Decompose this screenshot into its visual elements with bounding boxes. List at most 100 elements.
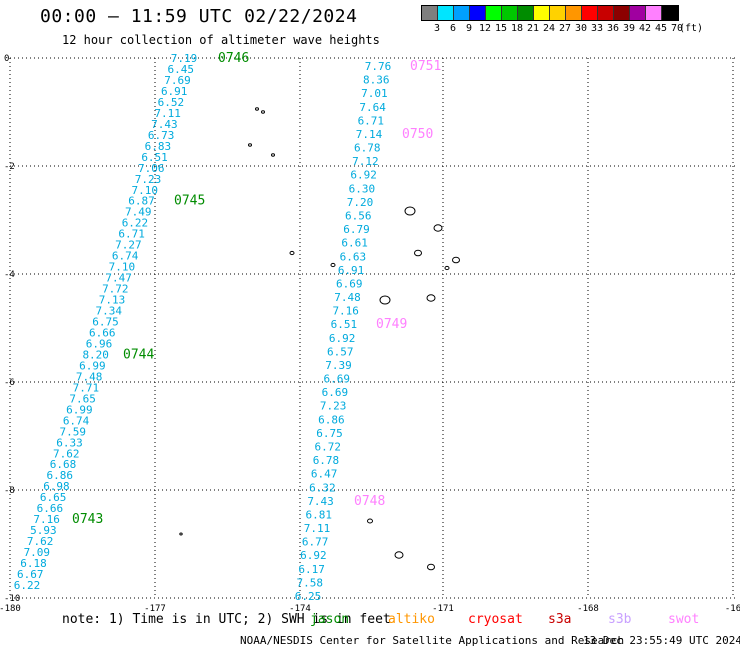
wave-height-value: 6.71 <box>358 114 385 127</box>
wave-height-value: 6.73 <box>148 129 175 142</box>
wave-height-value: 6.22 <box>14 579 41 592</box>
longitude-label: -16 <box>725 604 740 614</box>
wave-height-value: 7.76 <box>365 60 392 73</box>
island-outline <box>255 107 259 111</box>
legend-label: 3 <box>433 23 441 34</box>
map-title: 00:00 — 11:59 UTC 02/22/2024 <box>40 6 358 27</box>
wave-height-value: 5.93 <box>30 524 57 537</box>
legend-swatch <box>550 6 566 20</box>
longitude-label: -174 <box>289 604 311 614</box>
grid <box>9 57 738 599</box>
wave-height-value: 6.47 <box>311 468 338 481</box>
wave-height-value: 6.72 <box>314 441 341 454</box>
legend-label: 42 <box>638 23 652 34</box>
wave-height-value: 6.75 <box>316 427 343 440</box>
wave-height-value: 7.58 <box>297 576 324 589</box>
latitude-label: -2 <box>4 162 15 172</box>
wave-height-value: 6.96 <box>86 337 113 350</box>
wave-height-value: 6.74 <box>112 250 139 263</box>
wave-height-value: 6.91 <box>338 264 365 277</box>
wave-height-value: 7.39 <box>325 359 352 372</box>
wave-height-value: 7.14 <box>356 128 383 141</box>
wave-height-value: 6.78 <box>313 454 340 467</box>
island-outline <box>404 206 416 216</box>
wave-height-value: 7.16 <box>332 305 359 318</box>
wave-height-value: 6.25 <box>295 590 322 603</box>
legend-swatch <box>470 6 486 20</box>
wave-height-value: 7.12 <box>352 155 379 168</box>
legend-swatch <box>534 6 550 20</box>
wave-height-value: 7.23 <box>135 173 162 186</box>
legend-label: 27 <box>558 23 572 34</box>
legend-swatch <box>582 6 598 20</box>
wave-height-value: 7.16 <box>33 513 60 526</box>
wave-height-value: 8.20 <box>82 348 109 361</box>
wave-height-value: 7.20 <box>347 196 374 209</box>
wave-height-value: 6.92 <box>300 549 327 562</box>
legend-units: (ft) <box>678 23 704 34</box>
legend-swatch <box>566 6 582 20</box>
wave-height-value: 6.57 <box>327 345 354 358</box>
legend-label: 39 <box>622 23 636 34</box>
mission-jason: jason <box>310 612 350 627</box>
wave-height-value: 6.69 <box>323 373 350 386</box>
wave-height-value: 7.43 <box>307 495 334 508</box>
wave-height-value: 7.65 <box>69 392 96 405</box>
wave-height-value: 7.49 <box>125 206 152 219</box>
wave-height-value: 7.13 <box>99 294 126 307</box>
legend-label: 18 <box>510 23 524 34</box>
wave-height-value: 6.66 <box>89 326 116 339</box>
legend-label: 21 <box>526 23 540 34</box>
island-outline <box>414 249 422 257</box>
wave-height-value: 6.74 <box>63 414 90 427</box>
wave-height-value: 7.01 <box>361 87 388 100</box>
wave-height-value: 6.69 <box>336 277 363 290</box>
wave-height-value: 6.69 <box>322 386 349 399</box>
latitude-label: -8 <box>4 486 15 496</box>
wave-height-value: 7.43 <box>151 118 178 131</box>
mission-cryosat: cryosat <box>468 612 523 627</box>
credit-text: NOAA/NESDIS Center for Satellite Applica… <box>240 634 625 647</box>
wave-height-value: 7.62 <box>53 447 80 460</box>
wave-height-value: 7.10 <box>132 184 159 197</box>
pass-time-label: 0745 <box>174 194 205 209</box>
legend-swatch <box>486 6 502 20</box>
longitude-label: -171 <box>432 604 454 614</box>
wave-height-value: 6.79 <box>343 223 370 236</box>
legend-label: 15 <box>494 23 508 34</box>
wave-height-value: 7.47 <box>105 272 132 285</box>
longitude-label: -168 <box>577 604 599 614</box>
wave-height-value: 6.63 <box>340 250 367 263</box>
wave-height-value: 7.59 <box>60 425 87 438</box>
wave-height-value: 6.61 <box>341 237 368 250</box>
wave-height-value: 6.83 <box>145 140 172 153</box>
island-outline <box>426 294 436 302</box>
wave-height-value: 6.71 <box>118 228 145 241</box>
legend-swatch <box>614 6 630 20</box>
wave-height-value: 6.92 <box>350 169 377 182</box>
legend-swatch <box>662 6 678 20</box>
islands <box>179 107 460 571</box>
pass-time-label: 0746 <box>218 51 249 66</box>
wave-height-value: 7.69 <box>164 74 191 87</box>
pass-time-label: 0751 <box>410 59 441 74</box>
mission-s3a: s3a <box>548 612 572 627</box>
wave-height-value: 6.99 <box>66 403 93 416</box>
wave-height-value: 7.09 <box>24 546 51 559</box>
legend-label: 6 <box>449 23 457 34</box>
island-outline <box>367 518 373 524</box>
wave-height-value: 8.36 <box>363 74 390 87</box>
legend-label: 36 <box>606 23 620 34</box>
wave-height-value: 7.48 <box>334 291 361 304</box>
wave-height-value: 6.81 <box>306 508 333 521</box>
wave-height-value: 6.32 <box>309 481 336 494</box>
legend-label: 45 <box>654 23 668 34</box>
wave-height-value: 7.11 <box>154 107 181 120</box>
island-outline <box>444 265 450 271</box>
island-outline <box>261 110 265 114</box>
island-outline <box>452 256 460 264</box>
legend-swatch <box>598 6 614 20</box>
wave-height-value: 6.65 <box>40 491 67 504</box>
legend-swatch <box>630 6 646 20</box>
legend-swatch <box>422 6 438 20</box>
